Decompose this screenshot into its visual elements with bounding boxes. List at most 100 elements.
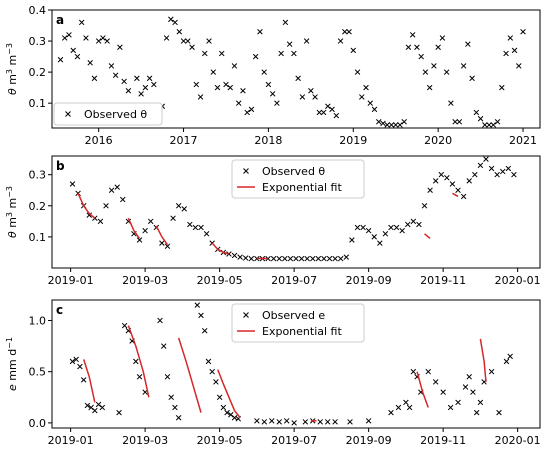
panel-b-point <box>136 237 143 243</box>
panel-b-ylabel-part-4: −3 <box>5 186 14 198</box>
panel-b-point <box>120 196 126 203</box>
panel-a-xtick-label: 2019 <box>339 134 367 147</box>
panel-a-point <box>185 38 191 44</box>
panel-c-point <box>395 404 402 411</box>
panel-a-point <box>477 115 484 122</box>
panel-a-point <box>507 35 514 41</box>
panel-a-point <box>176 28 183 35</box>
panel-c-legend-box <box>231 303 365 343</box>
panel-c-point <box>213 379 219 385</box>
panel-b-point <box>337 255 344 262</box>
panel-c-fit-line <box>416 371 429 408</box>
panel-b-ylabel-part-1: m <box>6 217 19 231</box>
panel-b-ytick-label: 0.3 <box>29 169 47 182</box>
panel-c-point <box>77 363 83 370</box>
panel-c-point <box>216 394 223 401</box>
panel-b-ylabel-part-0: θ <box>6 231 19 238</box>
panel-a-point <box>499 84 505 91</box>
panel-a-point <box>401 119 407 125</box>
panel-c-point <box>92 407 98 414</box>
panel-b-legend-box <box>231 159 365 199</box>
panel-a-point <box>100 35 106 41</box>
panel-b-point <box>466 178 472 184</box>
panel-a-point <box>439 35 446 41</box>
panel-c-point <box>168 394 174 401</box>
panel-b-point <box>438 171 445 178</box>
panel-c-letter: c <box>56 303 63 317</box>
panel-a-point <box>163 35 170 41</box>
panel-a-ylabel-part-0: θ <box>6 88 19 95</box>
panel-a-point <box>291 50 297 57</box>
panel-a-ylabel-part-1: m <box>6 74 19 88</box>
panel-c-point <box>261 419 268 425</box>
panel-a-point <box>282 19 289 26</box>
panel-c-point <box>425 368 431 375</box>
panel-b-point <box>198 224 204 231</box>
panel-b-point <box>226 251 232 257</box>
panel-b-fit-line <box>77 193 96 219</box>
panel-b-ylabel-part-3: m <box>6 198 19 212</box>
panel-b: 0.1 0.2 0.3 2019-01 2019-03 2019-05 2019-07 201… <box>5 155 541 287</box>
panel-b-point <box>231 252 238 259</box>
panel-a-point <box>78 19 85 26</box>
panel-b-xtick-label: 2019-07 <box>271 274 317 287</box>
panel-c-point <box>507 353 513 360</box>
panel-c-point <box>136 374 143 380</box>
panel-a-point <box>202 50 208 57</box>
panel-b-point <box>405 221 411 228</box>
panel-c-point <box>194 302 201 308</box>
panel-b-point <box>69 181 76 187</box>
panel-b-point <box>97 218 104 225</box>
panel-c-ytick-label: 1.0 <box>29 314 47 327</box>
panel-b-point <box>388 224 394 231</box>
panel-a-point <box>460 63 467 69</box>
panel-a-point <box>418 53 424 60</box>
panel-a-xtick-label: 2017 <box>170 134 198 147</box>
panel-a-point <box>299 94 306 100</box>
panel-b-point <box>298 255 305 262</box>
panel-b-point <box>293 255 299 262</box>
panel-a-xtick-label: 2018 <box>254 134 282 147</box>
panel-b-point <box>421 203 428 209</box>
panel-a-point <box>146 75 153 82</box>
panel-c-ylabel-part-2: −1 <box>5 337 14 349</box>
panel-a-point <box>151 81 157 88</box>
panel-a-legend-handle <box>65 111 71 117</box>
panel-a-point <box>435 44 441 51</box>
panel-a-point <box>354 69 361 75</box>
panel-c-point <box>269 418 275 424</box>
panel-a-point <box>138 91 144 97</box>
panel-c-point <box>205 358 212 365</box>
panel-a-xtick-label: 2016 <box>85 134 113 147</box>
panel-a-point <box>333 112 340 119</box>
panel-b-point <box>393 224 400 231</box>
panel-b-point <box>505 165 512 172</box>
panel-b-point <box>175 203 182 209</box>
panel-a-point <box>66 32 72 38</box>
panel-b-point <box>444 175 450 181</box>
panel-c-point <box>406 404 413 411</box>
panel-a-point <box>257 28 263 35</box>
panel-c-xtick-label: 2020-01 <box>495 434 541 447</box>
panel-b-legend-label: Exponential fit <box>262 181 342 194</box>
panel-a-point <box>409 32 416 38</box>
panel-c-ylabel-part-1: mm d <box>6 349 19 384</box>
panel-c-fit-line <box>127 325 150 398</box>
panel-a-point <box>95 38 102 44</box>
panel-a-point <box>320 109 327 116</box>
panel-c-point <box>440 389 446 395</box>
panel-a-point <box>473 109 480 116</box>
panel-a-point <box>295 75 301 82</box>
panel-b-xtick-label: 2019-01 <box>48 274 94 287</box>
panel-a-point <box>443 69 450 75</box>
panel-a-point <box>384 122 390 128</box>
panel-a-point <box>482 122 488 128</box>
panel-c-fit-line <box>177 337 202 413</box>
panel-a-point <box>367 100 374 106</box>
panel-b-xtick-label: 2019-03 <box>122 274 168 287</box>
panel-b-xtick-label: 2020-01 <box>495 274 541 287</box>
panel-a-letter: a <box>56 13 64 27</box>
panel-b-point <box>315 255 322 262</box>
panel-a-point <box>486 122 492 128</box>
panel-a-point <box>61 35 68 41</box>
